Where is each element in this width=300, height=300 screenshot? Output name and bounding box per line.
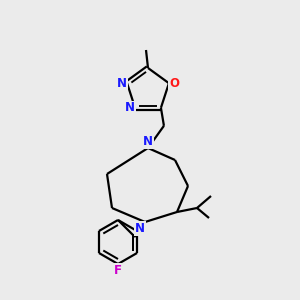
- Text: N: N: [143, 135, 153, 148]
- Text: N: N: [125, 101, 135, 114]
- Text: F: F: [114, 264, 122, 277]
- Text: N: N: [135, 222, 145, 235]
- Text: O: O: [169, 77, 179, 90]
- Text: N: N: [117, 77, 127, 90]
